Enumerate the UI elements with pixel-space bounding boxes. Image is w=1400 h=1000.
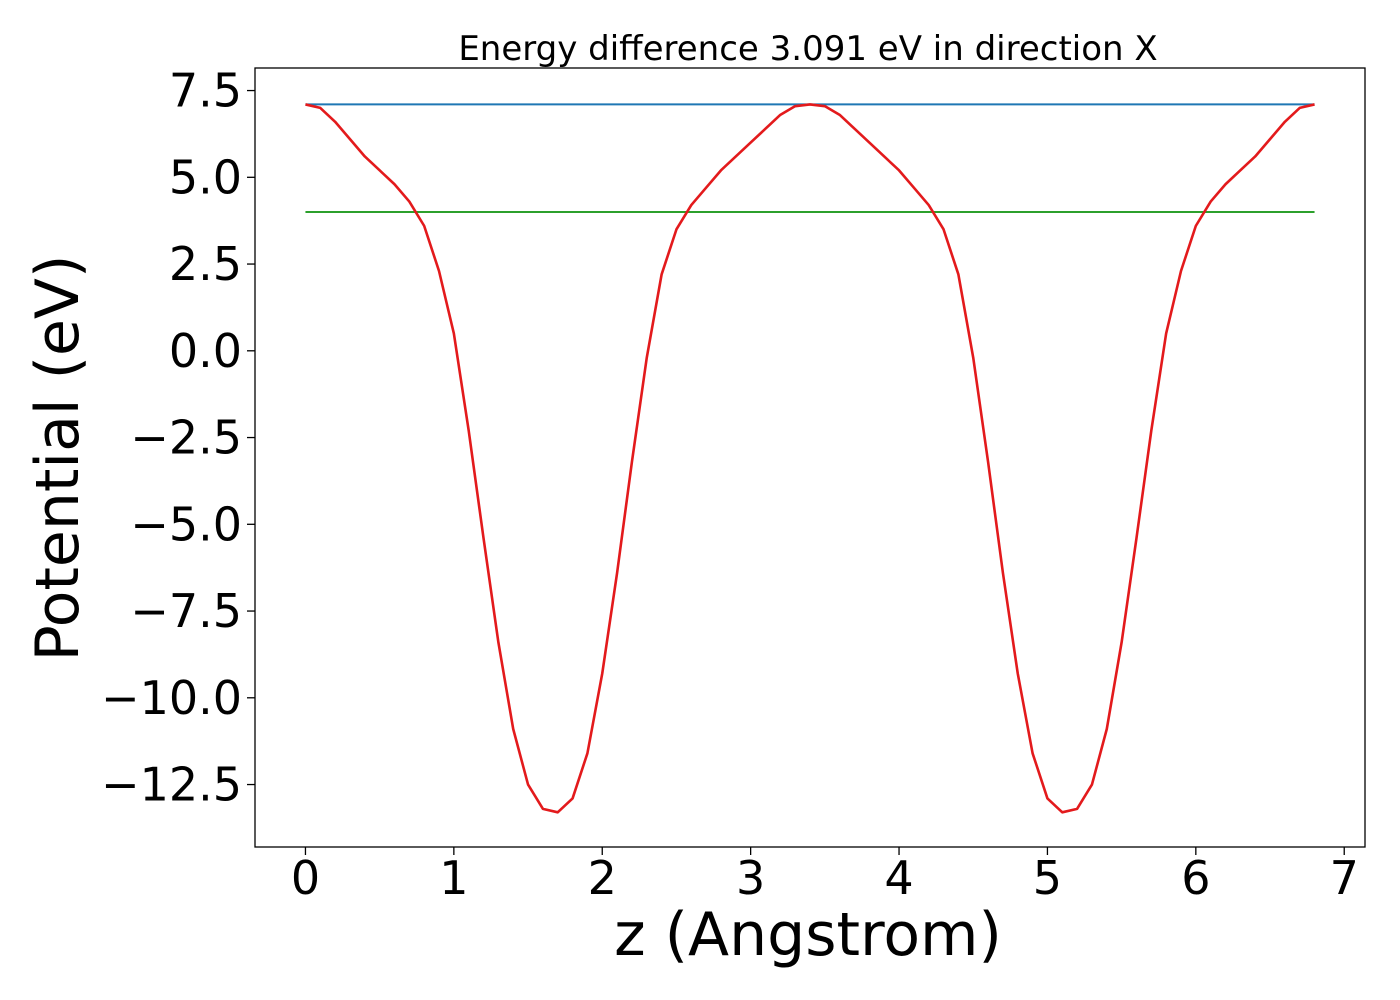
y-tick-label: −12.5 bbox=[101, 758, 242, 812]
x-tick-label: 5 bbox=[1033, 851, 1062, 905]
y-tick-label: 5.0 bbox=[169, 150, 242, 204]
x-tick-label: 4 bbox=[884, 851, 913, 905]
series-layer bbox=[305, 103, 1315, 814]
x-tick-label: 2 bbox=[588, 851, 617, 905]
y-ticks: 7.5 5.0 2.5 0.0 −2.5 −5.0 −7.5 −10.0 −12.5 bbox=[101, 64, 255, 812]
y-tick-label: −5.0 bbox=[130, 497, 242, 551]
y-tick-label: −2.5 bbox=[130, 411, 242, 465]
series-line-2 bbox=[305, 103, 1315, 814]
x-tick-label: 3 bbox=[736, 851, 765, 905]
y-tick-label: 7.5 bbox=[169, 64, 242, 118]
x-tick-label: 0 bbox=[291, 851, 320, 905]
x-tick-label: 1 bbox=[439, 851, 468, 905]
chart-title: Energy difference 3.091 eV in direction … bbox=[458, 29, 1157, 69]
x-ticks: 0 1 2 3 4 5 6 7 bbox=[291, 847, 1359, 905]
x-tick-label: 7 bbox=[1330, 851, 1359, 905]
x-tick-label: 6 bbox=[1181, 851, 1210, 905]
y-tick-label: −10.0 bbox=[101, 671, 242, 725]
y-tick-label: 0.0 bbox=[169, 324, 242, 378]
y-axis-label: Potential (eV) bbox=[23, 255, 93, 662]
x-axis-label: z (Angstrom) bbox=[614, 900, 1002, 970]
plot-frame bbox=[254, 67, 1366, 848]
y-tick-label: 2.5 bbox=[169, 237, 242, 291]
y-tick-label: −7.5 bbox=[130, 584, 242, 638]
